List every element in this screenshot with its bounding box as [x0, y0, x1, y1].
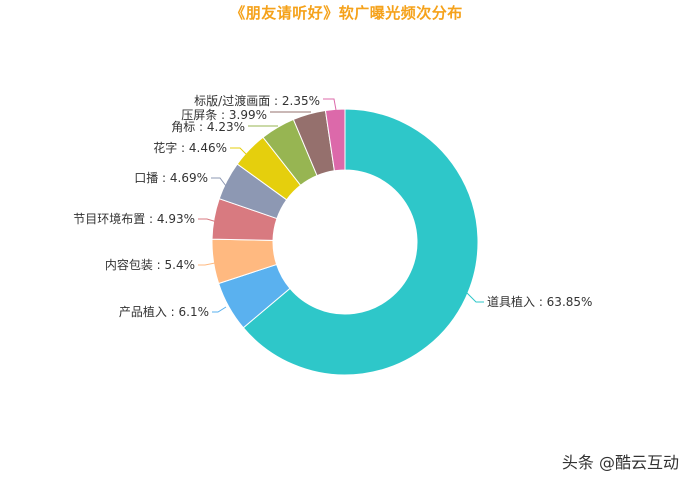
slice-label: 花字 : 4.46% [153, 140, 227, 155]
slice-label: 内容包装 : 5.4% [105, 257, 195, 272]
donut-slices [211, 108, 479, 376]
leader-line [465, 291, 484, 303]
slice-label: 口播 : 4.69% [134, 171, 208, 185]
slice-label: 道具植入 : 63.85% [487, 294, 592, 309]
slice-label: 产品植入 : 6.1% [119, 304, 209, 319]
leader-line [198, 262, 216, 266]
slice-label: 节目环境布置 : 4.93% [73, 211, 195, 226]
leader-line [198, 218, 218, 223]
leader-line [211, 177, 227, 187]
chart-title: 《朋友请听好》软广曝光频次分布 [230, 4, 463, 22]
slice-label: 标版/过渡画面 : 2.35% [194, 93, 320, 108]
slice-label: 角标 : 4.23% [171, 120, 245, 134]
slice-label: 压屏条 : 3.99% [181, 108, 267, 122]
slice-labels: 道具植入 : 63.85% 产品植入 : 6.1% 内容包装 : 5.4% 节目环境布… [73, 93, 592, 319]
leader-line [212, 306, 227, 313]
slice-0[interactable] [242, 108, 479, 376]
watermark: 头条 @酷云互动 [561, 453, 679, 472]
leader-line [323, 98, 337, 111]
slice-8[interactable] [324, 108, 346, 172]
leader-line [230, 147, 247, 155]
label-leader-lines [198, 98, 484, 313]
